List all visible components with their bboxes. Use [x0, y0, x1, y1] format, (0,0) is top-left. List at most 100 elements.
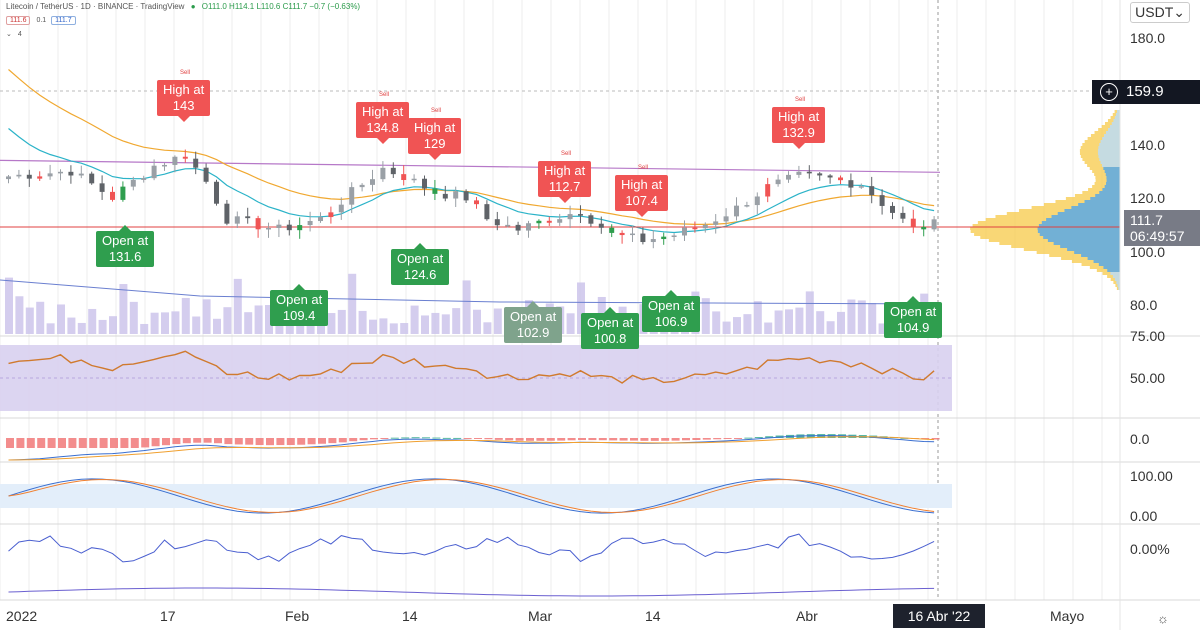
volume-profile-bar: [1053, 242, 1120, 245]
candle-body: [172, 156, 178, 165]
candle-body: [734, 205, 739, 217]
macd-bar: [401, 437, 410, 439]
candle-body: [141, 178, 147, 180]
y-tick: 180.0: [1130, 30, 1165, 46]
candle-body: [380, 167, 386, 180]
volume-profile-bar: [1095, 194, 1120, 197]
candle-body: [796, 171, 802, 175]
volume-profile-bar: [1046, 218, 1120, 221]
macd-bar: [432, 437, 441, 439]
volume-bar: [826, 321, 835, 334]
volume-profile-bar: [1051, 215, 1120, 218]
macd-bar: [203, 438, 212, 443]
volume-profile-bar: [1047, 239, 1120, 242]
countdown: 06:49:57: [1130, 228, 1185, 244]
volume-profile-bar: [1098, 146, 1120, 149]
macd-bar: [255, 438, 264, 446]
candle-body: [224, 203, 230, 224]
open-label: Open at 102.9: [504, 301, 563, 344]
volume-bar: [327, 313, 336, 334]
volume-profile-bar: [1118, 287, 1120, 290]
open-label: Open at 109.4: [270, 283, 329, 326]
candle-body: [786, 174, 791, 180]
volume-bar: [868, 302, 877, 334]
volume-bar: [119, 284, 128, 334]
macd-histogram: [6, 434, 940, 448]
macd-bar: [744, 437, 753, 439]
volume-profile-bar: [1087, 257, 1120, 260]
price-axis[interactable]: 180.0 140.0 120.0 100.0 80.0 75.00 50.00…: [1130, 30, 1173, 557]
volume-bar: [379, 318, 388, 334]
volume-profile-bar: [1101, 164, 1120, 167]
volume-profile-bar: [1104, 134, 1120, 137]
candle-body: [214, 181, 219, 204]
volume-bar: [878, 323, 887, 334]
volume-bar: [701, 298, 710, 334]
candle-body: [255, 218, 261, 230]
volume-profile-bar: [1099, 158, 1120, 161]
volume-profile-bar: [1103, 266, 1120, 269]
last-price-box: 111.7 06:49:57: [1124, 210, 1200, 246]
pill-ask[interactable]: 111.7: [51, 16, 76, 25]
macd-bar: [713, 438, 722, 440]
x-tick: Feb: [285, 608, 309, 624]
plus-circle-icon[interactable]: +: [1100, 83, 1118, 101]
candle-body: [484, 204, 490, 220]
macd-bar: [671, 438, 680, 441]
volume-bar: [566, 313, 575, 334]
volume-bar: [410, 305, 419, 334]
macd-bar: [442, 437, 451, 439]
x-tick: 2022: [6, 608, 37, 624]
settings-icon[interactable]: ☼: [1157, 611, 1169, 626]
sell-marker: Sell: [561, 151, 572, 158]
candle-body: [463, 191, 469, 201]
pill-bid[interactable]: 111.6: [6, 16, 31, 25]
candle-body: [682, 227, 687, 236]
y-tick: 120.0: [1130, 190, 1165, 206]
volume-profile-bar: [1107, 269, 1120, 272]
macd-bar: [214, 438, 222, 444]
live-dot-icon: ●: [190, 2, 196, 11]
candle-body: [401, 174, 407, 181]
macd-bar: [151, 438, 160, 447]
symbol-title[interactable]: Litecoin / TetherUS · 1D · BINANCE · Tra…: [6, 2, 185, 11]
candle-body: [6, 176, 11, 180]
open-label: Open at 131.6: [96, 224, 155, 267]
macd-bar: [754, 437, 763, 439]
x-tick: Mayo: [1050, 608, 1084, 624]
rsi-tick: 50.00: [1130, 370, 1165, 386]
volume-profile-bar: [1117, 110, 1120, 113]
volume-profile-bar: [1041, 221, 1120, 224]
candle-body: [37, 176, 43, 179]
volume-bar: [358, 310, 367, 334]
candle-body: [848, 180, 854, 188]
x-tick: Mar: [528, 608, 552, 624]
candle-body: [609, 227, 615, 233]
volume-bar: [441, 314, 450, 334]
indicator-count[interactable]: ⌄ 4: [6, 31, 22, 38]
macd-bar: [702, 438, 711, 440]
volume-bar: [181, 297, 190, 334]
macd-bar: [318, 438, 326, 444]
volume-profile-bar: [1105, 173, 1120, 176]
sell-marker: Sell: [431, 107, 442, 114]
currency-selector[interactable]: USDT⌄: [1130, 2, 1190, 23]
x-tick: 14: [645, 608, 661, 624]
time-axis[interactable]: 2022 17 Feb 14 Mar 14 Abr Mayo: [6, 608, 1084, 624]
volume-profile-bar: [1074, 251, 1120, 254]
sell-marker: Sell: [638, 165, 649, 172]
y-tick: 140.0: [1130, 137, 1165, 153]
volume-bar: [244, 312, 253, 334]
volume-profile-bar: [1110, 272, 1120, 275]
volume-bar: [265, 305, 273, 334]
candle-body: [858, 186, 864, 188]
volume-bar: [129, 301, 138, 334]
macd-bar: [661, 438, 670, 441]
volume-profile-bar: [1057, 212, 1120, 215]
macd-bar: [266, 438, 274, 446]
candle-body: [869, 186, 875, 196]
volume-bar: [816, 311, 825, 334]
candle-body: [26, 174, 32, 179]
candle-body: [598, 223, 604, 228]
pct-tick: 0.00%: [1130, 541, 1170, 557]
